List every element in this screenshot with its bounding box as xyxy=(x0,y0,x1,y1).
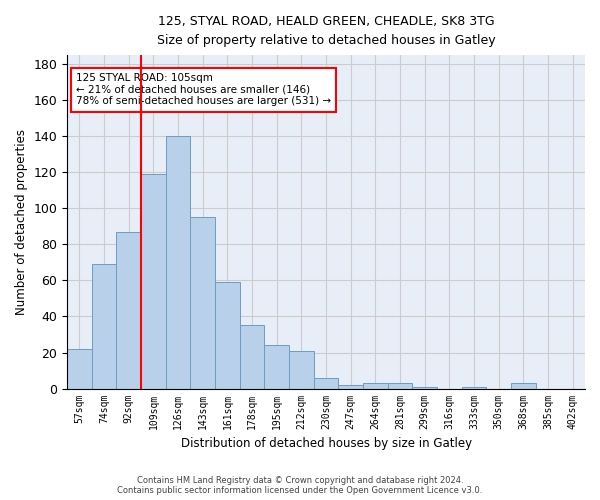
Bar xyxy=(363,383,388,388)
Bar xyxy=(190,218,215,388)
Bar xyxy=(141,174,166,388)
Bar xyxy=(462,387,487,388)
X-axis label: Distribution of detached houses by size in Gatley: Distribution of detached houses by size … xyxy=(181,437,472,450)
Bar xyxy=(412,387,437,388)
Bar xyxy=(116,232,141,388)
Text: 125 STYAL ROAD: 105sqm
← 21% of detached houses are smaller (146)
78% of semi-de: 125 STYAL ROAD: 105sqm ← 21% of detached… xyxy=(76,73,331,106)
Bar xyxy=(240,326,265,388)
Bar xyxy=(67,349,92,389)
Bar xyxy=(289,350,314,389)
Bar xyxy=(265,346,289,389)
Y-axis label: Number of detached properties: Number of detached properties xyxy=(15,129,28,315)
Bar xyxy=(338,385,363,388)
Bar xyxy=(166,136,190,388)
Bar xyxy=(92,264,116,388)
Bar xyxy=(511,383,536,388)
Bar xyxy=(388,383,412,388)
Text: Contains HM Land Registry data © Crown copyright and database right 2024.
Contai: Contains HM Land Registry data © Crown c… xyxy=(118,476,482,495)
Bar xyxy=(314,378,338,388)
Title: 125, STYAL ROAD, HEALD GREEN, CHEADLE, SK8 3TG
Size of property relative to deta: 125, STYAL ROAD, HEALD GREEN, CHEADLE, S… xyxy=(157,15,496,47)
Bar xyxy=(215,282,240,389)
